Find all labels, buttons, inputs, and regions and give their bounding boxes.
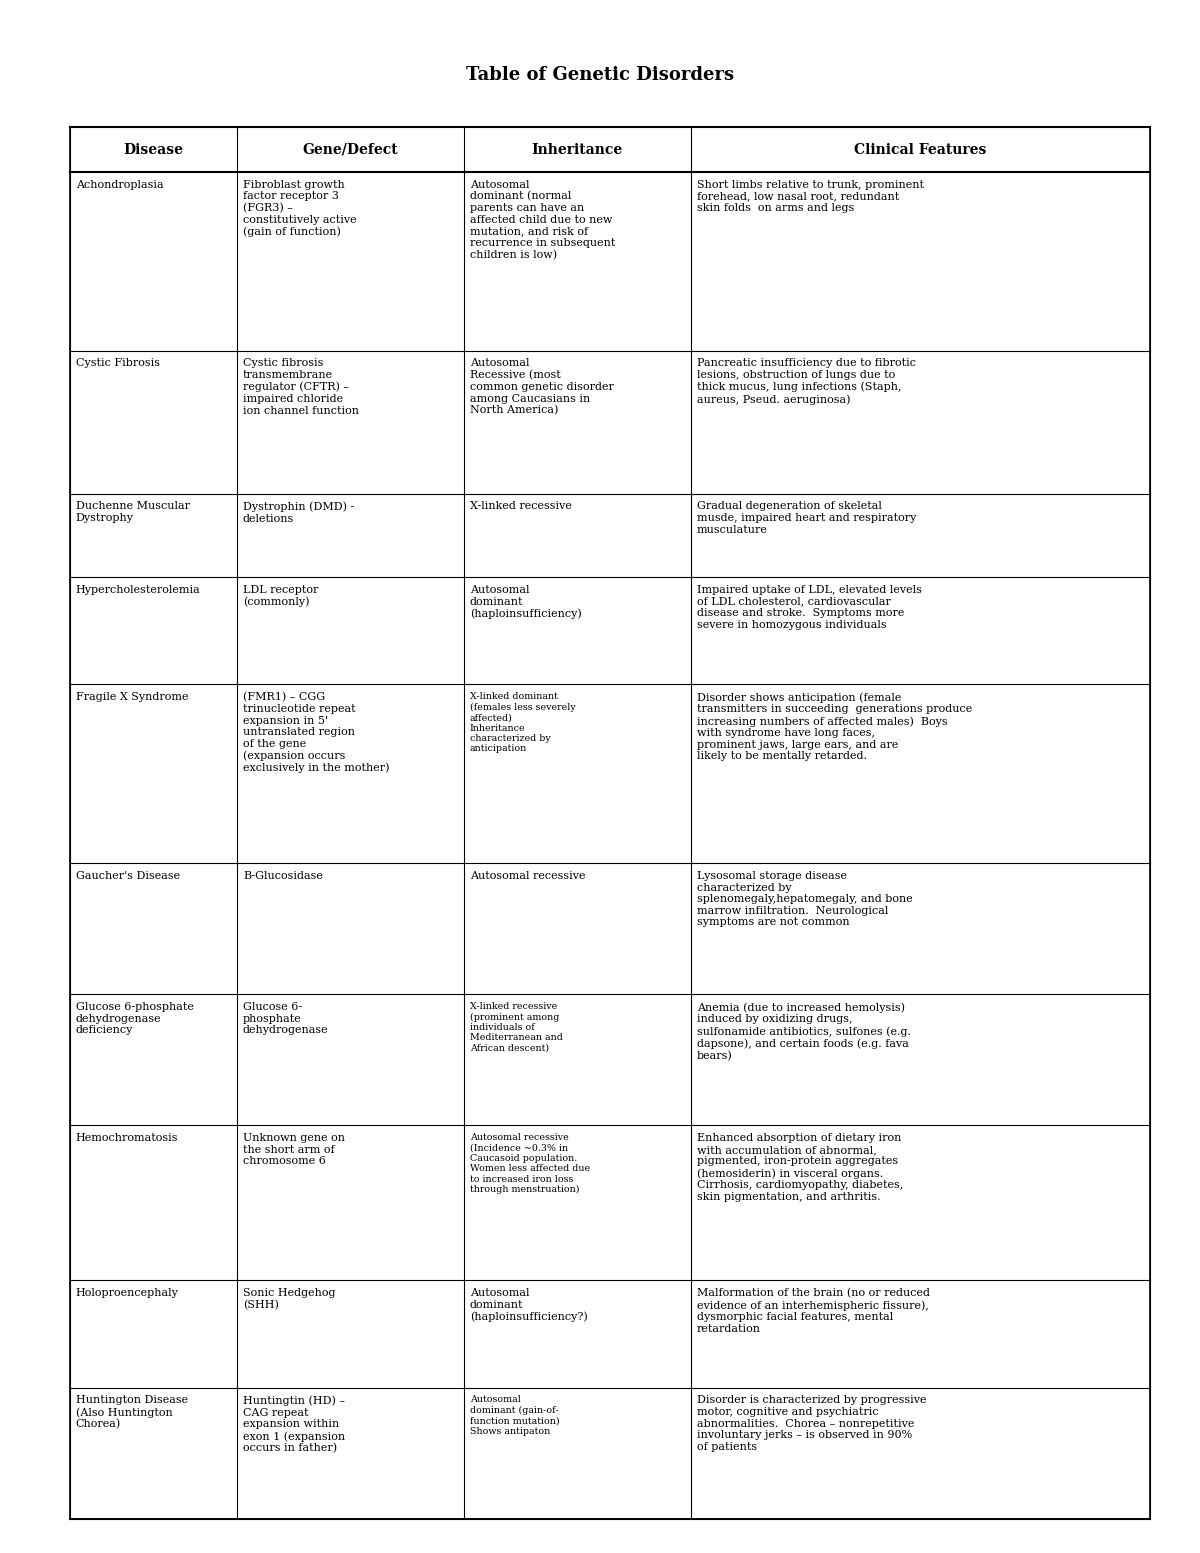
Text: Dystrophin (DMD) -
deletions: Dystrophin (DMD) - deletions <box>242 502 354 523</box>
Text: (FMR1) – CGG
trinucleotide repeat
expansion in 5'
untranslated region
of the gen: (FMR1) – CGG trinucleotide repeat expans… <box>242 693 390 773</box>
Text: Disorder shows anticipation (female
transmitters in succeeding  generations prod: Disorder shows anticipation (female tran… <box>696 693 972 761</box>
Text: Hemochromatosis: Hemochromatosis <box>76 1134 178 1143</box>
Text: Cystic fibrosis
transmembrane
regulator (CFTR) –
impaired chloride
ion channel f: Cystic fibrosis transmembrane regulator … <box>242 359 359 416</box>
Text: Duchenne Muscular
Dystrophy: Duchenne Muscular Dystrophy <box>76 502 190 523</box>
Text: Clinical Features: Clinical Features <box>854 143 986 157</box>
Text: Unknown gene on
the short arm of
chromosome 6: Unknown gene on the short arm of chromos… <box>242 1134 346 1166</box>
Text: Impaired uptake of LDL, elevated levels
of LDL cholesterol, cardiovascular
disea: Impaired uptake of LDL, elevated levels … <box>696 585 922 629</box>
Text: Glucose 6-phosphate
dehydrogenase
deficiency: Glucose 6-phosphate dehydrogenase defici… <box>76 1002 193 1036</box>
Text: Short limbs relative to trunk, prominent
forehead, low nasal root, redundant
ski: Short limbs relative to trunk, prominent… <box>696 180 924 213</box>
Text: Glucose 6-
phosphate
dehydrogenase: Glucose 6- phosphate dehydrogenase <box>242 1002 329 1036</box>
Text: X-linked recessive
(prominent among
individuals of
Mediterranean and
African des: X-linked recessive (prominent among indi… <box>470 1002 563 1053</box>
Text: Cystic Fibrosis: Cystic Fibrosis <box>76 359 160 368</box>
Text: Pancreatic insufficiency due to fibrotic
lesions, obstruction of lungs due to
th: Pancreatic insufficiency due to fibrotic… <box>696 359 916 405</box>
Text: Fibroblast growth
factor receptor 3
(FGR3) –
constitutively active
(gain of func: Fibroblast growth factor receptor 3 (FGR… <box>242 180 356 238</box>
Text: X-linked recessive: X-linked recessive <box>470 502 571 511</box>
Text: Autosomal recessive: Autosomal recessive <box>470 871 586 881</box>
Text: Holoproencephaly: Holoproencephaly <box>76 1287 179 1298</box>
Text: Table of Genetic Disorders: Table of Genetic Disorders <box>466 65 734 84</box>
Text: LDL receptor
(commonly): LDL receptor (commonly) <box>242 585 318 607</box>
Text: Huntington Disease
(Also Huntington
Chorea): Huntington Disease (Also Huntington Chor… <box>76 1396 187 1430</box>
Text: Huntingtin (HD) –
CAG repeat
expansion within
exon 1 (expansion
occurs in father: Huntingtin (HD) – CAG repeat expansion w… <box>242 1396 346 1454</box>
Text: Gene/Defect: Gene/Defect <box>302 143 398 157</box>
Text: X-linked dominant
(females less severely
affected)
Inheritance
characterized by
: X-linked dominant (females less severely… <box>470 693 576 753</box>
Text: Disorder is characterized by progressive
motor, cognitive and psychiatric
abnorm: Disorder is characterized by progressive… <box>696 1396 926 1452</box>
Text: Lysosomal storage disease
characterized by
splenomegaly,hepatomegaly, and bone
m: Lysosomal storage disease characterized … <box>696 871 912 927</box>
Text: B-Glucosidase: B-Glucosidase <box>242 871 323 881</box>
Text: Autosomal
dominant (normal
parents can have an
affected child due to new
mutatio: Autosomal dominant (normal parents can h… <box>470 180 616 259</box>
Text: Inheritance: Inheritance <box>532 143 623 157</box>
Text: Sonic Hedgehog
(SHH): Sonic Hedgehog (SHH) <box>242 1287 336 1311</box>
Text: Disease: Disease <box>124 143 184 157</box>
Text: Gradual degeneration of skeletal
musde, impaired heart and respiratory
musculatu: Gradual degeneration of skeletal musde, … <box>696 502 916 534</box>
Text: Autosomal
dominant
(haploinsufficiency): Autosomal dominant (haploinsufficiency) <box>470 585 582 618</box>
Bar <box>70 127 1150 1519</box>
Text: Autosomal
dominant
(haploinsufficiency?): Autosomal dominant (haploinsufficiency?) <box>470 1287 588 1322</box>
Text: Hypercholesterolemia: Hypercholesterolemia <box>76 585 200 595</box>
Text: Fragile X Syndrome: Fragile X Syndrome <box>76 693 188 702</box>
Text: Malformation of the brain (no or reduced
evidence of an interhemispheric fissure: Malformation of the brain (no or reduced… <box>696 1287 930 1334</box>
Text: Gaucher's Disease: Gaucher's Disease <box>76 871 180 881</box>
Text: Autosomal recessive
(Incidence ~0.3% in
Caucasoid population.
Women less affecte: Autosomal recessive (Incidence ~0.3% in … <box>470 1134 590 1194</box>
Text: Autosomal
dominant (gain-of-
function mutation)
Shows antipaton: Autosomal dominant (gain-of- function mu… <box>470 1396 559 1437</box>
Text: Anemia (due to increased hemolysis)
induced by oxidizing drugs,
sulfonamide anti: Anemia (due to increased hemolysis) indu… <box>696 1002 911 1061</box>
Text: Enhanced absorption of dietary iron
with accumulation of abnormal,
pigmented, ir: Enhanced absorption of dietary iron with… <box>696 1134 902 1202</box>
Text: Achondroplasia: Achondroplasia <box>76 180 163 189</box>
Text: Autosomal
Recessive (most
common genetic disorder
among Caucasians in
North Amer: Autosomal Recessive (most common genetic… <box>470 359 613 416</box>
